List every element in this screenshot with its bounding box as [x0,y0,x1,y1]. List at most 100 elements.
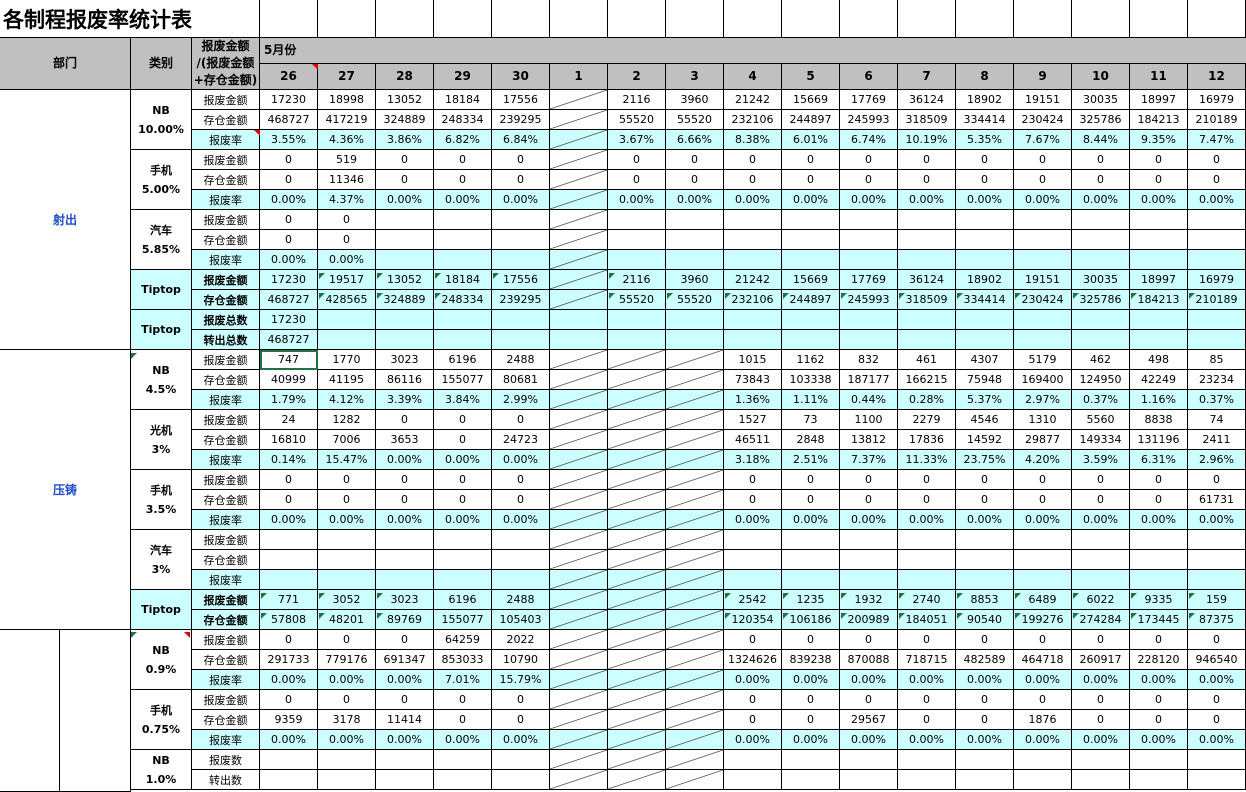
data-cell[interactable]: 3023 [376,590,434,610]
data-cell[interactable]: 199276 [1014,610,1072,630]
data-cell[interactable]: 3960 [666,270,724,290]
no-data-cell[interactable] [608,510,666,530]
data-cell[interactable]: 0.00% [898,730,956,750]
data-cell[interactable]: 15.47% [318,450,376,470]
data-cell[interactable]: 2488 [492,590,550,610]
data-cell[interactable]: 0 [956,490,1014,510]
data-cell[interactable] [840,750,898,770]
no-data-cell[interactable] [666,690,724,710]
data-cell[interactable] [1130,250,1188,270]
data-cell[interactable]: 13812 [840,430,898,450]
no-data-cell[interactable] [550,370,608,390]
data-cell[interactable] [1130,550,1188,570]
data-cell[interactable] [318,310,376,330]
data-cell[interactable]: 0.00% [376,190,434,210]
data-cell[interactable]: 4.36% [318,130,376,150]
data-cell[interactable]: 0.00% [1130,510,1188,530]
data-cell[interactable]: 155077 [434,370,492,390]
data-cell[interactable]: 0 [782,150,840,170]
data-cell[interactable]: 0.00% [1188,670,1246,690]
data-cell[interactable]: 13052 [376,270,434,290]
no-data-cell[interactable] [550,450,608,470]
data-cell[interactable]: 260917 [1072,650,1130,670]
data-cell[interactable]: 0 [434,710,492,730]
data-cell[interactable]: 0 [1130,150,1188,170]
data-cell[interactable]: 0.14% [260,450,318,470]
no-data-cell[interactable] [608,630,666,650]
data-cell[interactable]: 1.16% [1130,390,1188,410]
data-cell[interactable] [1072,550,1130,570]
data-cell[interactable]: 15669 [782,270,840,290]
data-cell[interactable]: 18998 [318,90,376,110]
data-cell[interactable]: 0 [492,710,550,730]
data-cell[interactable] [898,330,956,350]
no-data-cell[interactable] [666,750,724,770]
data-cell[interactable]: 200989 [840,610,898,630]
data-cell[interactable]: 0.00% [260,190,318,210]
data-cell[interactable]: 0 [318,490,376,510]
empty-cell[interactable] [724,0,782,38]
data-cell[interactable]: 853033 [434,650,492,670]
data-cell[interactable]: 0 [1130,170,1188,190]
data-cell[interactable]: 187177 [840,370,898,390]
data-cell[interactable] [1130,750,1188,770]
data-cell[interactable]: 30035 [1072,90,1130,110]
empty-cell[interactable] [898,0,956,38]
empty-cell[interactable] [1188,0,1246,38]
data-cell[interactable]: 0 [840,630,898,650]
no-data-cell[interactable] [550,290,608,310]
data-cell[interactable] [898,750,956,770]
data-cell[interactable]: 239295 [492,110,550,130]
data-cell[interactable]: 334414 [956,290,1014,310]
data-cell[interactable] [898,570,956,590]
data-cell[interactable]: 55520 [666,290,724,310]
data-cell[interactable]: 1324626 [724,650,782,670]
data-cell[interactable] [318,770,376,790]
no-data-cell[interactable] [666,430,724,450]
no-data-cell[interactable] [608,590,666,610]
data-cell[interactable]: 19151 [1014,90,1072,110]
data-cell[interactable]: 40999 [260,370,318,390]
data-cell[interactable]: 2.97% [1014,390,1072,410]
no-data-cell[interactable] [666,390,724,410]
data-cell[interactable]: 1310 [1014,410,1072,430]
empty-cell[interactable] [260,0,318,38]
no-data-cell[interactable] [608,410,666,430]
data-cell[interactable] [956,250,1014,270]
data-cell[interactable] [608,250,666,270]
data-cell[interactable]: 23234 [1188,370,1246,390]
data-cell[interactable]: 2542 [724,590,782,610]
data-cell[interactable] [260,750,318,770]
data-cell[interactable]: 3178 [318,710,376,730]
data-cell[interactable]: 17230 [260,310,318,330]
data-cell[interactable]: 0.00% [260,670,318,690]
data-cell[interactable] [1188,770,1246,790]
empty-cell[interactable] [1130,0,1188,38]
data-cell[interactable]: 19151 [1014,270,1072,290]
data-cell[interactable]: 0 [724,150,782,170]
data-cell[interactable]: 6.01% [782,130,840,150]
empty-cell[interactable] [550,0,608,38]
data-cell[interactable]: 124950 [1072,370,1130,390]
data-cell[interactable]: 48201 [318,610,376,630]
data-cell[interactable]: 462 [1072,350,1130,370]
data-cell[interactable] [550,330,608,350]
data-cell[interactable] [840,210,898,230]
data-cell[interactable] [1130,530,1188,550]
data-cell[interactable]: 0.00% [840,670,898,690]
data-cell[interactable]: 73843 [724,370,782,390]
data-cell[interactable]: 13052 [376,90,434,110]
data-cell[interactable]: 0.00% [318,510,376,530]
data-cell[interactable]: 0 [1072,150,1130,170]
data-cell[interactable] [782,210,840,230]
data-cell[interactable] [724,750,782,770]
data-cell[interactable]: 718715 [898,650,956,670]
data-cell[interactable]: 42249 [1130,370,1188,390]
data-cell[interactable]: 15.79% [492,670,550,690]
data-cell[interactable]: 0 [1188,630,1246,650]
data-cell[interactable]: 839238 [782,650,840,670]
data-cell[interactable] [376,250,434,270]
data-cell[interactable]: 0.00% [376,450,434,470]
data-cell[interactable] [434,310,492,330]
data-cell[interactable]: 0.00% [376,730,434,750]
